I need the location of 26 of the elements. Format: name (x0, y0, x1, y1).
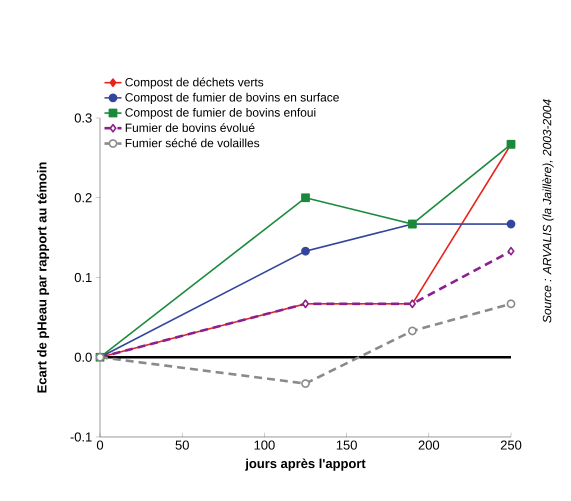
point (408, 326, 417, 336)
x-axis-title: jours après l'apport (245, 458, 366, 471)
point (506, 220, 516, 228)
point (301, 246, 310, 256)
x-tick-label: 200 (418, 440, 440, 450)
point (301, 379, 310, 388)
legend-label: Compost de fumier de bovins en surface (125, 92, 339, 104)
x-tick-label: 150 (336, 440, 357, 450)
y-tick-label: 0.2 (74, 193, 92, 202)
point (506, 299, 516, 308)
y-tick-label: 0.0 (74, 352, 92, 362)
x-tick-label: 250 (500, 440, 522, 450)
legend-label: Fumier séché de volailles (126, 138, 260, 148)
legend-label: Compost de fumier de bovins enfoui (125, 108, 316, 120)
point (508, 246, 515, 256)
x-tick-label: 100 (254, 440, 275, 450)
point (301, 193, 310, 202)
source-note: Source : ARVALIS (la Jaillère), 2003-2004 (542, 99, 554, 323)
x-tick-label: 50 (176, 440, 189, 450)
y-tick-label: -0.1 (70, 432, 92, 442)
legend-label: Fumier de bovins évolué (126, 123, 254, 132)
legend-label: Compost de déchets verts (125, 78, 264, 89)
y-axis-title: Ecart de pHeau par rapport au témoin (36, 162, 50, 392)
x-tick-label: 0 (96, 440, 104, 450)
y-tick-label: 0.1 (74, 272, 92, 282)
y-tick-label: 0.3 (74, 113, 92, 123)
